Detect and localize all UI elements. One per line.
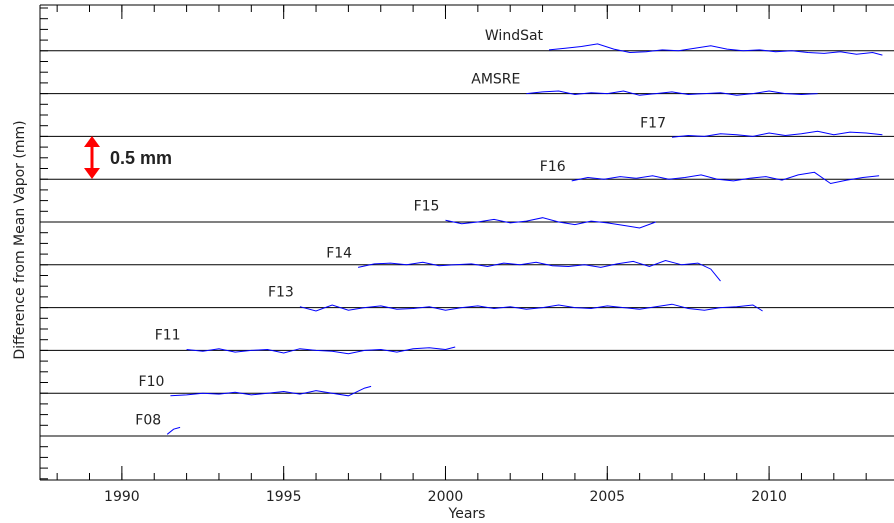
series-label: F13: [268, 285, 294, 301]
series-line: [445, 217, 656, 229]
series-line: [166, 426, 181, 435]
series-label: F14: [326, 245, 352, 261]
series-label: F17: [640, 115, 666, 131]
series-label: F16: [540, 159, 566, 175]
annotation: 0.5 mm: [84, 136, 172, 179]
x-tick-label: 2010: [751, 489, 787, 505]
series-line: [170, 385, 372, 397]
series-label: AMSRE: [471, 72, 520, 88]
series-line: [299, 303, 763, 312]
annotation-text: 0.5 mm: [110, 148, 172, 168]
series-line: [526, 90, 818, 96]
x-axis-title: Years: [448, 506, 486, 522]
plot-area: F08 F10 F11 F13 F14 F15 F16 F17 AMSRE WindSat: [135, 28, 883, 435]
series-label: F15: [414, 198, 440, 214]
series-line: [548, 43, 883, 56]
series-label: F10: [139, 374, 165, 390]
y-axis-title: Difference from Mean Vapor (mm): [12, 120, 28, 359]
annotation-arrowhead: [84, 168, 100, 179]
series-label: WindSat: [485, 28, 544, 44]
series-label: F08: [135, 412, 161, 428]
annotation-arrowhead: [84, 136, 100, 147]
series-line: [571, 171, 880, 185]
series-line: [186, 346, 456, 355]
series-line: [357, 259, 721, 282]
series-label: F11: [155, 328, 181, 344]
series-line: [671, 130, 883, 138]
grid: [40, 5, 894, 480]
x-tick-label: 1995: [266, 489, 302, 505]
x-tick-label: 1990: [104, 489, 140, 505]
x-tick-label: 2000: [428, 489, 464, 505]
x-tick-label: 2005: [589, 489, 625, 505]
